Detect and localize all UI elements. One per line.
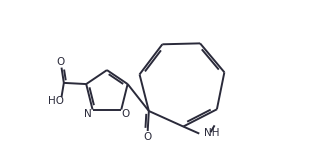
Text: NH: NH bbox=[204, 128, 220, 138]
Text: HO: HO bbox=[48, 96, 64, 106]
Text: O: O bbox=[56, 57, 65, 67]
Text: O: O bbox=[144, 132, 152, 142]
Text: O: O bbox=[121, 109, 130, 119]
Text: N: N bbox=[84, 109, 92, 119]
